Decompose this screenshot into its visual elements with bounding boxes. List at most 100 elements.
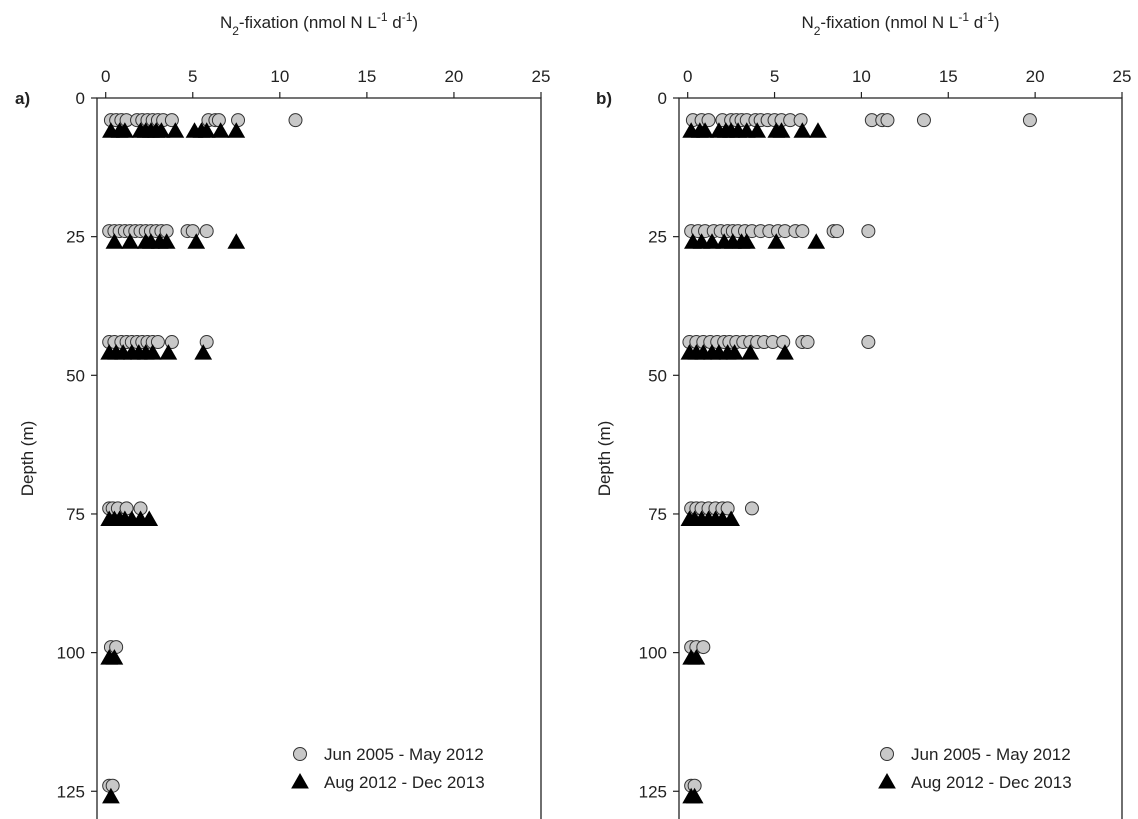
triangle-point (767, 233, 786, 249)
legend-label: Jun 2005 - May 2012 (911, 745, 1071, 764)
circle-point (150, 335, 165, 350)
triangle-point (776, 344, 794, 360)
circle-point (109, 640, 124, 655)
triangle-point (687, 649, 706, 665)
triangle-point (696, 122, 714, 138)
circle-point (861, 224, 876, 239)
y-axis-label: Depth (m) (18, 421, 37, 497)
triangle-point (772, 122, 791, 138)
axis-frame (96, 97, 542, 819)
y-tick-label: 100 (57, 644, 85, 663)
triangle-point (105, 649, 124, 665)
legend-label: Aug 2012 - Dec 2013 (911, 773, 1072, 792)
legend-marker (293, 747, 307, 761)
triangle-point (685, 787, 704, 804)
triangle-point (211, 122, 230, 138)
x-axis-label-part: -1 (377, 10, 388, 24)
triangle-point (809, 122, 827, 138)
triangle-point (159, 344, 178, 360)
x-tick-label: 0 (683, 67, 692, 86)
triangle-point (115, 122, 134, 138)
triangle-point (807, 233, 826, 249)
x-axis-label: N2-fixation (nmol N L-1 d-1) (801, 10, 999, 38)
triangle-point (227, 233, 246, 249)
triangle-point (157, 233, 176, 249)
triangle-point (748, 122, 767, 138)
circle-point (288, 113, 303, 128)
triangle-point (143, 344, 162, 360)
triangle-point (725, 344, 744, 360)
x-axis-label-part: 2 (814, 24, 821, 38)
x-axis-label-part: -1 (983, 10, 994, 24)
legend-label: Aug 2012 - Dec 2013 (324, 773, 485, 792)
y-tick-label: 0 (658, 89, 667, 108)
circle-point (776, 335, 791, 350)
x-axis-label-part: 2 (232, 24, 239, 38)
x-axis-label-part: ) (994, 13, 1000, 32)
triangle-point (105, 233, 124, 249)
panel-label: b) (596, 89, 612, 108)
y-tick-label: 25 (66, 228, 85, 247)
triangle-point (166, 122, 185, 138)
circle-point (199, 224, 214, 239)
triangle-point (737, 233, 756, 249)
legend-marker (880, 747, 894, 761)
y-tick-label: 0 (76, 89, 85, 108)
x-axis-label-part: ) (412, 13, 418, 32)
x-axis-label-part: d (388, 13, 402, 32)
legend-marker (878, 772, 896, 789)
circle-point (795, 224, 810, 239)
x-tick-label: 5 (770, 67, 779, 86)
legend-label: Jun 2005 - May 2012 (324, 745, 484, 764)
triangle-point (140, 510, 159, 527)
triangle-point (194, 344, 213, 360)
y-axis-label: Depth (m) (595, 421, 614, 497)
triangle-point (227, 122, 246, 138)
x-axis-label-part: d (969, 13, 983, 32)
triangle-point (741, 344, 760, 360)
y-tick-label: 100 (639, 644, 667, 663)
x-axis-label-part: -1 (958, 10, 969, 24)
x-tick-label: 25 (1113, 67, 1132, 86)
x-axis-label-part: -fixation (nmol N L (820, 13, 958, 32)
triangle-point (102, 787, 120, 804)
circle-point (211, 113, 226, 128)
x-tick-label: 15 (357, 67, 376, 86)
circle-point (1022, 113, 1037, 128)
circle-point (105, 778, 120, 793)
x-tick-label: 0 (101, 67, 110, 86)
circle-point (800, 335, 815, 350)
x-axis-label-part: -1 (402, 10, 413, 24)
y-tick-label: 50 (648, 366, 667, 385)
triangle-point (793, 122, 812, 138)
triangle-point (722, 510, 740, 527)
circle-point (916, 113, 931, 128)
circle-point (861, 335, 876, 350)
y-tick-label: 75 (66, 505, 85, 524)
y-tick-label: 75 (648, 505, 667, 524)
legend-marker (291, 772, 309, 789)
x-tick-label: 25 (532, 67, 551, 86)
x-tick-label: 15 (939, 67, 958, 86)
axis-frame (678, 97, 1123, 819)
y-tick-label: 50 (66, 366, 85, 385)
panel-label: a) (15, 89, 30, 108)
y-tick-label: 125 (639, 782, 667, 801)
panel: N2-fixation (nmol N L-1 d-1) a) Depth (m) 0… (15, 10, 550, 819)
x-tick-label: 20 (1026, 67, 1045, 86)
triangle-point (152, 122, 171, 138)
triangle-point (703, 233, 721, 249)
y-tick-label: 125 (57, 782, 85, 801)
triangle-point (121, 233, 139, 249)
circle-point (793, 113, 808, 128)
x-tick-label: 20 (444, 67, 463, 86)
circle-point (880, 113, 895, 128)
circle-point (231, 113, 246, 128)
triangle-point (197, 122, 216, 138)
x-tick-label: 10 (852, 67, 871, 86)
circle-point (744, 501, 759, 516)
x-axis-label: N2-fixation (nmol N L-1 d-1) (220, 10, 418, 38)
triangle-point (187, 233, 206, 249)
panel: N2-fixation (nmol N L-1 d-1) b) Depth (m) 0… (595, 10, 1131, 819)
